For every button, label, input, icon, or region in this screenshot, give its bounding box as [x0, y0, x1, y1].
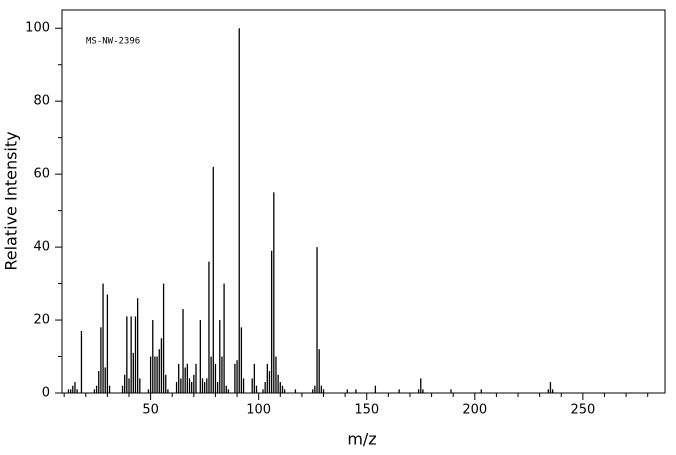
y-tick-label: 40: [33, 240, 50, 255]
x-tick-label: 200: [462, 403, 487, 418]
x-tick-label: 50: [142, 403, 159, 418]
y-tick-label: 20: [33, 313, 50, 328]
x-tick-label: 100: [246, 403, 271, 418]
y-tick-label: 60: [33, 167, 50, 182]
plot-frame: [61, 9, 666, 394]
x-axis-title: m/z: [347, 430, 376, 449]
x-tick-label: 150: [354, 403, 379, 418]
y-axis-title: Relative Intensity: [2, 131, 21, 270]
y-tick-label: 100: [25, 21, 50, 36]
y-tick-label: 0: [42, 386, 50, 401]
y-tick-label: 80: [33, 94, 50, 109]
annotation: MS-NW-2396: [86, 37, 140, 47]
x-tick-label: 250: [570, 403, 595, 418]
